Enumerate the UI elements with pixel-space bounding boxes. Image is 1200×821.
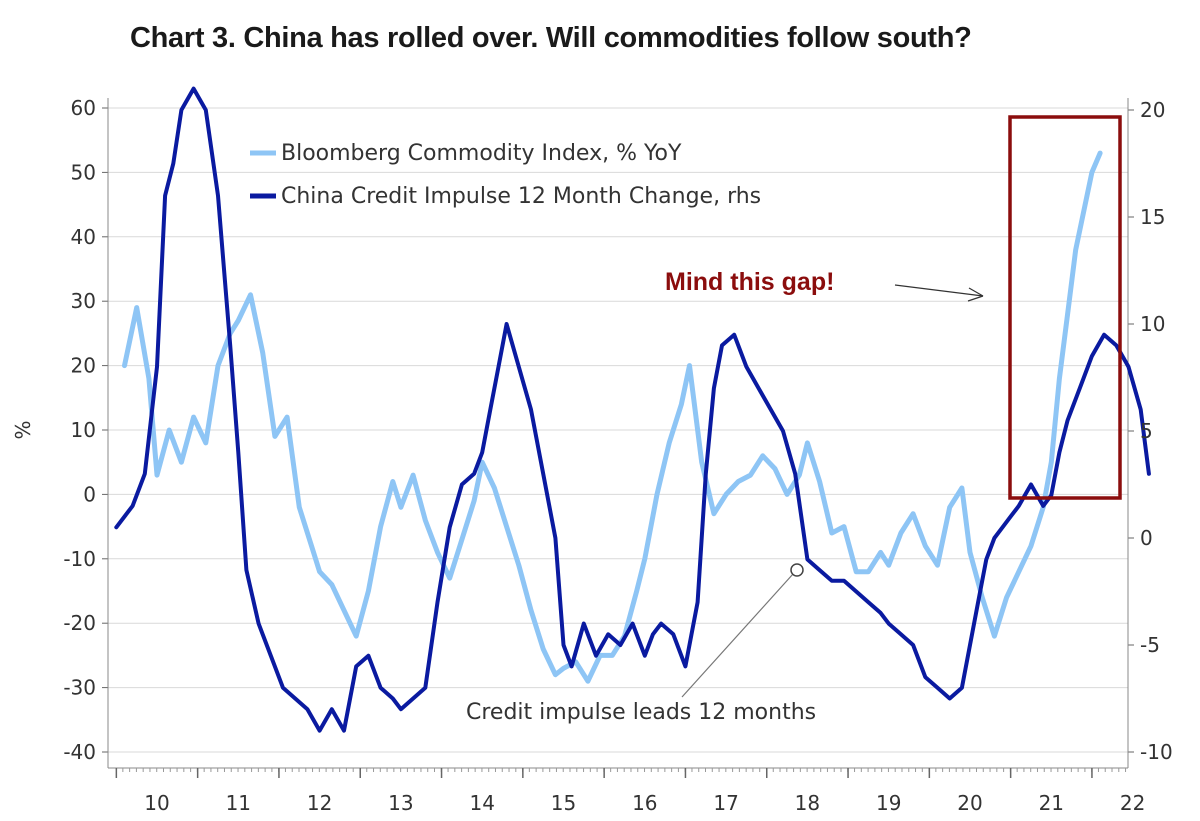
labels-layer: 6050403020100-10-20-30-4020151050-5-1010… [11,96,1173,815]
y-tick-label: 10 [71,418,96,442]
y2-tick-label: 5 [1140,419,1153,443]
x-tick-label: 16 [632,791,657,815]
y-tick-label: 60 [71,96,96,120]
x-tick-label: 14 [469,791,494,815]
y-tick-label: 20 [71,354,96,378]
y-tick-label: 40 [71,225,96,249]
x-tick-label: 22 [1120,791,1145,815]
x-tick-label: 21 [1039,791,1064,815]
gap-arrow-head [967,287,984,302]
y-axis-label: % [11,420,35,439]
chart-title: Chart 3. China has rolled over. Will com… [130,22,972,54]
x-tick-label: 19 [876,791,901,815]
gap-annotation: Mind this gap! [665,268,834,296]
x-tick-label: 11 [226,791,251,815]
y-tick-label: -40 [63,740,96,764]
series-layer [114,86,1151,733]
y-tick-label: 50 [71,160,96,184]
legend-label: Bloomberg Commodity Index, % YoY [281,141,682,166]
x-tick-label: 20 [957,791,982,815]
y-tick-label: -20 [63,611,96,635]
annotation-layer: Mind this gap! Credit impulse leads 12 mo… [466,115,1122,725]
y2-tick-label: 0 [1140,526,1153,550]
highlight-box [1008,115,1122,500]
gap-arrow-line [894,284,984,297]
series-line-credit-impulse [114,86,1151,733]
y-tick-label: -10 [63,547,96,571]
y2-tick-label: -5 [1140,633,1160,657]
lead-pointer-line [681,573,794,698]
grid-layer [108,107,1128,753]
x-tick-label: 10 [144,791,169,815]
x-tick-label: 18 [795,791,820,815]
y2-tick-label: 20 [1140,98,1165,122]
y2-tick-label: 15 [1140,205,1165,229]
x-tick-label: 15 [551,791,576,815]
y2-tick-label: -10 [1140,740,1173,764]
lead-annotation: Credit impulse leads 12 months [466,700,816,725]
series-line-commodity-index [122,150,1103,684]
lead-pointer-circle [790,563,804,577]
legend-label: China Credit Impulse 12 Month Change, rh… [281,184,761,209]
axes-layer [102,98,1134,778]
y-tick-label: -30 [63,676,96,700]
y-tick-label: 30 [71,289,96,313]
x-tick-label: 17 [713,791,738,815]
y2-tick-label: 10 [1140,312,1165,336]
y-tick-label: 0 [83,482,96,506]
x-tick-label: 13 [388,791,413,815]
x-tick-label: 12 [307,791,332,815]
